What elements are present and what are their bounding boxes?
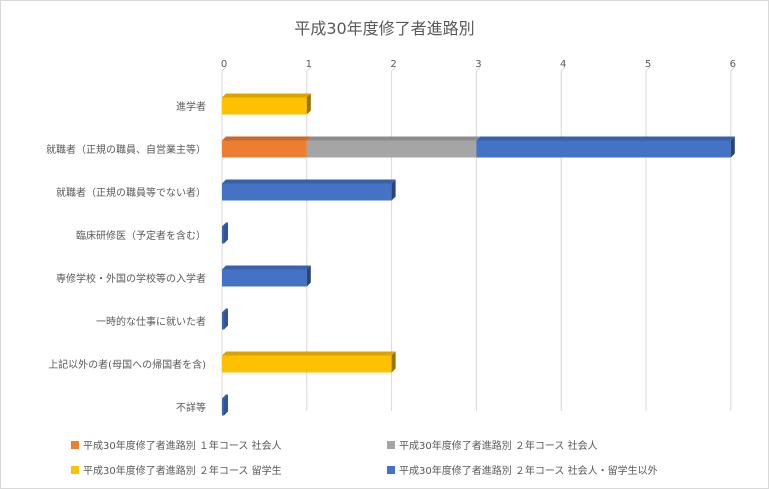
bar-segment xyxy=(222,355,392,373)
gridline-depth xyxy=(306,66,312,72)
bar-top-face xyxy=(476,136,735,141)
x-tick-label: 3 xyxy=(475,59,481,70)
category-label: 一時的な仕事に就いた者 xyxy=(96,315,206,328)
bar-segment xyxy=(222,140,307,158)
bar-side-face xyxy=(730,136,735,158)
bar-side-face xyxy=(306,93,311,115)
x-tick-label: 6 xyxy=(730,59,736,70)
gridline-depth xyxy=(476,66,481,72)
bar-sliver-top xyxy=(222,394,228,399)
x-tick-label: 2 xyxy=(390,59,396,70)
bar-sliver-side xyxy=(224,394,228,416)
bar-sliver xyxy=(222,226,224,244)
x-tick-label: 5 xyxy=(645,59,651,70)
gridline-depth xyxy=(221,66,227,72)
chart-title: 平成30年度修了者進路別 xyxy=(294,19,475,38)
x-tick-label: 1 xyxy=(306,59,312,70)
bar-side-face xyxy=(306,265,311,287)
category-label: 進学者 xyxy=(176,100,206,113)
bar-segment xyxy=(222,183,392,201)
gridline-depth xyxy=(391,66,396,72)
x-tick-label: 4 xyxy=(560,59,566,70)
bar-sliver-top xyxy=(222,222,228,227)
bar-sliver xyxy=(222,312,224,330)
gridline-depth xyxy=(645,66,651,72)
bar-top-face xyxy=(222,93,311,98)
gridline-depth xyxy=(560,66,566,72)
bar-sliver xyxy=(222,398,224,416)
bar-sliver-side xyxy=(224,308,228,330)
category-label: 臨床研修医（予定者を含む） xyxy=(76,229,206,242)
category-label: 就職者（正規の職員等でない者） xyxy=(56,186,206,199)
category-label: 専修学校・外国の学校等の入学者 xyxy=(56,272,206,285)
bar-top-face xyxy=(222,179,396,184)
bar-sliver-side xyxy=(224,222,228,244)
bar-segment xyxy=(476,140,731,158)
bar-segment xyxy=(222,269,307,287)
gridline-depth xyxy=(730,66,736,72)
bar-segment xyxy=(306,140,477,158)
bar-side-face xyxy=(391,179,396,201)
bar-top-face xyxy=(306,136,481,141)
x-tick-label: 0 xyxy=(221,59,227,70)
bar-top-face xyxy=(222,265,311,270)
category-label: 就職者（正規の職員、自営業主等） xyxy=(46,143,206,156)
category-label: 不詳等 xyxy=(176,401,206,414)
bar-top-face xyxy=(222,351,396,356)
bar-top-face xyxy=(222,136,311,141)
bar-segment xyxy=(222,97,307,115)
category-label: 上記以外の者(母国への帰国者を含) xyxy=(48,358,206,371)
bar-sliver-top xyxy=(222,308,228,313)
bar-side-face xyxy=(391,351,396,373)
